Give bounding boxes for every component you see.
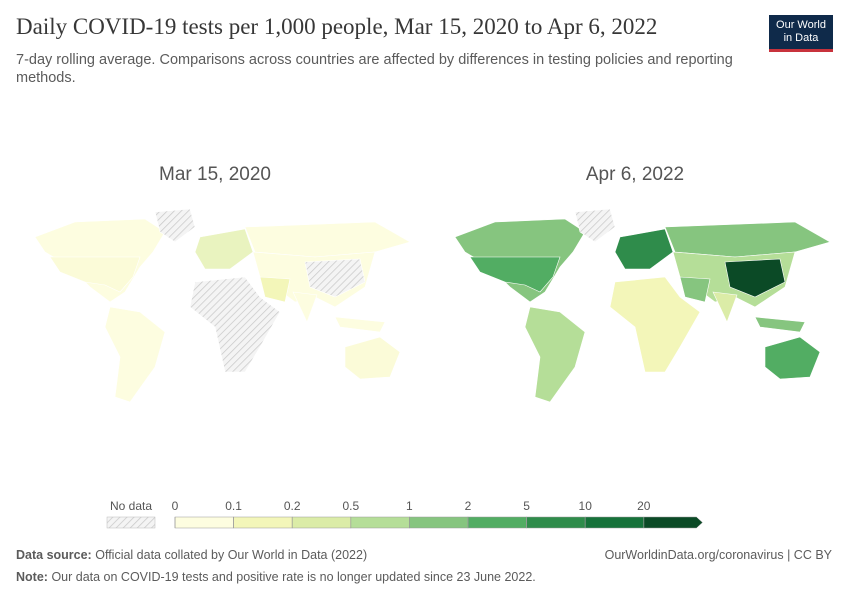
source-label: Data source: — [16, 548, 92, 562]
maps: Mar 15, 2020 Apr 6, 2022 No data 0 0.1 0.2… — [34, 164, 831, 529]
legend-tick-label: 0.2 — [284, 499, 301, 513]
map-label: Apr 6, 2022 — [586, 164, 684, 185]
legend-bin — [174, 516, 234, 529]
legend-no-data-label: No data — [110, 499, 152, 513]
legend-tick-label: 20 — [637, 499, 651, 513]
note-label: Note: — [16, 570, 48, 584]
legend-tick-label: 0.5 — [342, 499, 359, 513]
legend-bin — [350, 516, 410, 529]
note-text: Our data on COVID-19 tests and positive … — [51, 570, 536, 584]
url[interactable]: OurWorldinData.org/coronavirus | CC BY — [604, 548, 832, 562]
logo-line: Our World — [776, 19, 826, 31]
legend-bin — [233, 516, 293, 529]
legend-bin — [467, 516, 527, 529]
legend-bin — [291, 516, 352, 529]
legend-bin — [584, 516, 645, 529]
legend-tick-label: 10 — [579, 499, 593, 513]
title: Daily COVID-19 tests per 1,000 people, M… — [16, 14, 658, 39]
source-text: Official data collated by Our World in D… — [95, 548, 368, 562]
legend-tick-label: 0 — [172, 499, 179, 513]
legend-tick-label: 2 — [465, 499, 472, 513]
legend: No data 0 0.1 0.2 0.5 1 2 5 10 20 — [106, 499, 703, 529]
legend-tick-label: 0.1 — [225, 499, 242, 513]
map-2022 — [454, 208, 831, 403]
legend-tick-label: 5 — [523, 499, 530, 513]
subtitle: 7-day rolling average. Comparisons acros… — [16, 52, 733, 86]
legend-bin — [526, 516, 586, 529]
map-label: Mar 15, 2020 — [159, 164, 271, 185]
legend-tick-label: 1 — [406, 499, 413, 513]
note: Note: Our data on COVID-19 tests and pos… — [16, 570, 536, 584]
map-2020 — [34, 208, 411, 403]
legend-no-data-swatch — [106, 516, 156, 529]
source: Data source: Official data collated by O… — [16, 548, 367, 562]
legend-bin — [409, 516, 469, 529]
logo-line: in Data — [783, 32, 819, 44]
legend-bin — [643, 516, 703, 529]
logo[interactable]: Our World in Data — [769, 15, 833, 52]
